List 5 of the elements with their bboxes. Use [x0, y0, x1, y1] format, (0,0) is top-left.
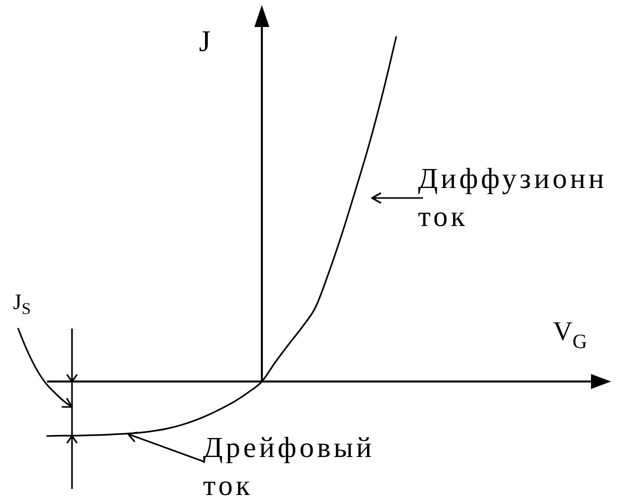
annotation: Дрейфовый ток	[203, 432, 375, 497]
annotation: Диффузионн ток	[418, 163, 608, 233]
y-axis-title: J	[199, 25, 211, 58]
text: J$_{S}$	[13, 289, 31, 318]
x-axis-title: V$_{G}$	[553, 316, 588, 354]
